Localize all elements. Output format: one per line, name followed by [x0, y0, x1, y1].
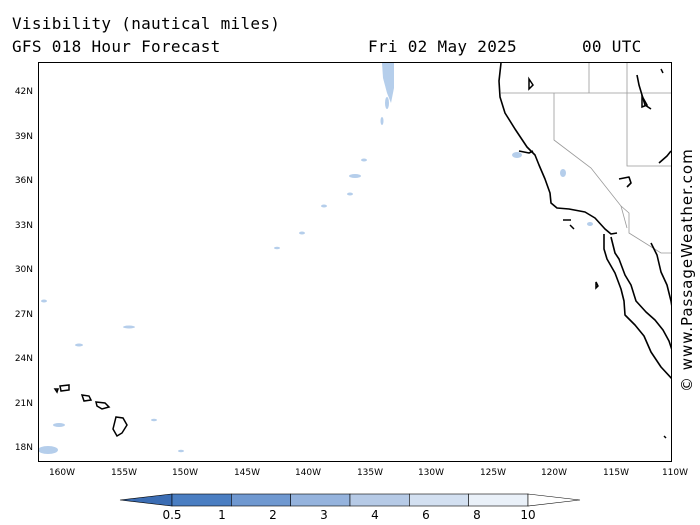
colorbar-label: 2 — [269, 508, 277, 522]
lat-label: 33N — [14, 221, 33, 231]
colorbar-label: 0.5 — [162, 508, 182, 522]
lon-label: 140W — [294, 468, 322, 478]
island-lake — [641, 93, 649, 109]
colorbar-label: 3 — [320, 508, 328, 522]
map-canvas — [39, 63, 671, 454]
lat-label: 42N — [14, 87, 33, 97]
visibility-patch — [321, 204, 327, 208]
visibility-patch — [385, 97, 389, 109]
island-maui — [95, 401, 111, 410]
lat-label: 30N — [14, 265, 33, 275]
lon-label: 135W — [356, 468, 384, 478]
state-borders — [501, 63, 671, 254]
colorbar-segment — [171, 493, 232, 507]
colorbar-segment — [409, 493, 469, 507]
visibility-patch — [347, 192, 353, 196]
islands — [53, 68, 667, 439]
lat-label: 18N — [14, 443, 33, 453]
island-niihau — [53, 388, 60, 394]
island-revillagigedo — [663, 435, 667, 439]
island-lake — [528, 76, 534, 91]
lon-label: 155W — [110, 468, 138, 478]
lat-label: 36N — [14, 176, 33, 186]
lat-label: 24N — [14, 354, 33, 364]
visibility-patch — [587, 222, 593, 226]
forecast-model: GFS 018 Hour Forecast — [12, 37, 221, 56]
visibility-patch — [361, 158, 367, 162]
forecast-time: 00 UTC — [582, 37, 642, 56]
lon-label: 160W — [48, 468, 76, 478]
island-kauai — [59, 384, 70, 392]
lat-label: 27N — [14, 310, 33, 320]
coastline — [498, 63, 671, 380]
visibility-patch — [512, 152, 522, 158]
colorbar-segment — [349, 493, 410, 507]
colorbar-segment — [119, 493, 173, 507]
colorbar-label: 8 — [473, 508, 481, 522]
visibility-patch — [178, 449, 184, 453]
visibility-patch-north — [382, 63, 394, 103]
visibility-patch — [75, 343, 83, 347]
visibility-patch — [560, 169, 566, 177]
lon-label: 125W — [479, 468, 507, 478]
colorbar-segment — [290, 493, 351, 507]
visibility-patch — [274, 246, 280, 250]
site-credit: © www.PassageWeather.com — [678, 148, 696, 392]
map-title: Visibility (nautical miles) — [12, 14, 281, 33]
forecast-date: Fri 02 May 2025 — [368, 37, 517, 56]
colorbar — [119, 493, 581, 507]
colorbar-segment — [527, 493, 581, 507]
map-frame — [38, 62, 672, 462]
visibility-patch — [299, 231, 305, 235]
visibility-patch — [380, 117, 384, 125]
lon-label: 150W — [171, 468, 199, 478]
colorbar-label: 4 — [371, 508, 379, 522]
island-lake — [660, 68, 664, 74]
visibility-patch — [53, 423, 65, 427]
low-visibility-patches — [39, 63, 593, 454]
island-channel — [569, 224, 575, 230]
visibility-patch — [349, 174, 361, 178]
colorbar-label: 6 — [422, 508, 430, 522]
lon-label: 130W — [417, 468, 445, 478]
island-oahu — [80, 394, 93, 402]
lat-label: 21N — [14, 399, 33, 409]
visibility-patch — [123, 325, 135, 329]
visibility-patch — [39, 446, 58, 454]
island-guadalupe — [595, 281, 599, 290]
colorbar-label: 10 — [520, 508, 536, 522]
lon-label: 110W — [661, 468, 689, 478]
colorbar-label: 1 — [218, 508, 226, 522]
lat-label: 39N — [14, 132, 33, 142]
island-hawaii — [112, 416, 128, 438]
lon-label: 120W — [540, 468, 568, 478]
colorbar-segment — [468, 493, 529, 507]
visibility-patch — [151, 418, 157, 422]
visibility-patch — [41, 299, 47, 303]
lon-label: 115W — [602, 468, 630, 478]
colorbar-segment — [231, 493, 291, 507]
lon-label: 145W — [233, 468, 261, 478]
